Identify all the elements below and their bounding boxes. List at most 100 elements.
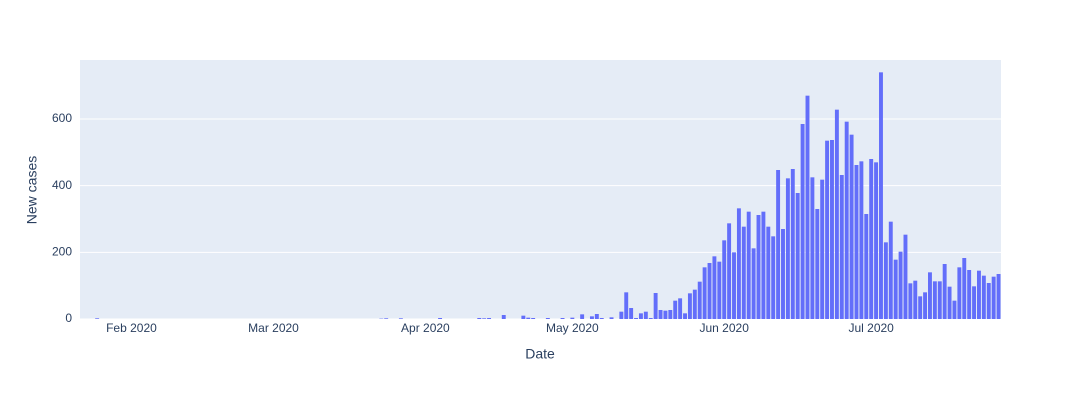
bar bbox=[937, 281, 942, 319]
bar bbox=[545, 318, 550, 319]
bar bbox=[697, 281, 702, 319]
bar bbox=[790, 169, 795, 319]
bar bbox=[589, 316, 594, 319]
bar bbox=[800, 124, 805, 319]
bar bbox=[619, 311, 624, 319]
bar bbox=[776, 170, 781, 319]
bar bbox=[810, 177, 815, 319]
bar bbox=[923, 292, 928, 319]
bar bbox=[928, 272, 932, 319]
bar bbox=[687, 293, 692, 319]
x-tick-label: May 2020 bbox=[546, 321, 599, 335]
bar bbox=[844, 121, 849, 320]
bar bbox=[638, 313, 643, 319]
bar bbox=[825, 140, 830, 319]
bar bbox=[761, 211, 766, 319]
bar bbox=[947, 286, 952, 319]
bar bbox=[707, 263, 712, 319]
bar bbox=[874, 162, 879, 319]
bar bbox=[805, 95, 810, 320]
bar bbox=[741, 226, 746, 319]
bar bbox=[996, 274, 1001, 319]
bar bbox=[678, 298, 683, 319]
bar bbox=[864, 214, 869, 319]
x-tick-label: Jul 2020 bbox=[848, 321, 894, 335]
bar bbox=[594, 314, 599, 319]
bar bbox=[438, 318, 443, 319]
bar bbox=[580, 314, 585, 319]
bar bbox=[986, 283, 991, 319]
x-axis-title: Date bbox=[525, 346, 555, 362]
labels: 0 200 400 600 Feb 2020 Mar 2020 Apr 2020 May 20… bbox=[52, 111, 894, 335]
bar bbox=[95, 318, 100, 319]
bar bbox=[766, 226, 771, 319]
bar bbox=[673, 300, 678, 319]
bar bbox=[957, 267, 962, 319]
x-tick-label: Apr 2020 bbox=[401, 321, 450, 335]
bar bbox=[629, 308, 634, 319]
y-tick-label: 600 bbox=[52, 111, 72, 125]
bar bbox=[869, 159, 874, 319]
bar bbox=[839, 175, 844, 319]
y-tick-label: 200 bbox=[52, 245, 72, 259]
bar bbox=[771, 236, 776, 319]
bar bbox=[859, 161, 864, 319]
bar bbox=[972, 286, 977, 319]
bar bbox=[879, 72, 883, 319]
bar bbox=[634, 318, 638, 319]
bar bbox=[815, 209, 820, 319]
bar bbox=[653, 293, 658, 319]
bar bbox=[712, 256, 717, 319]
bar bbox=[648, 318, 653, 319]
bar bbox=[781, 229, 785, 319]
bar bbox=[736, 208, 741, 319]
bar bbox=[702, 267, 707, 319]
bar bbox=[521, 315, 526, 319]
bar bbox=[830, 140, 834, 319]
bar bbox=[795, 193, 800, 319]
bar bbox=[751, 248, 756, 319]
y-tick-label: 400 bbox=[52, 178, 72, 192]
bar bbox=[903, 234, 908, 319]
bar bbox=[976, 270, 981, 319]
bar bbox=[717, 261, 722, 319]
bar bbox=[942, 264, 947, 319]
bar bbox=[384, 318, 389, 319]
bar bbox=[913, 280, 918, 319]
bar bbox=[727, 223, 732, 319]
bar bbox=[609, 317, 614, 319]
bar bbox=[932, 281, 937, 319]
bar bbox=[785, 178, 790, 319]
x-tick-label: Feb 2020 bbox=[106, 321, 157, 335]
bar bbox=[908, 283, 913, 319]
bar bbox=[599, 318, 604, 319]
bar bbox=[624, 292, 629, 319]
bar bbox=[883, 242, 888, 319]
bar bbox=[981, 275, 986, 319]
bar bbox=[898, 251, 903, 319]
bar bbox=[683, 313, 687, 319]
bar bbox=[526, 317, 531, 319]
bar bbox=[834, 109, 839, 320]
bar bbox=[756, 215, 761, 319]
bar bbox=[962, 258, 967, 319]
bar bbox=[746, 211, 751, 319]
bar bbox=[692, 289, 697, 319]
y-axis-title: New cases bbox=[24, 156, 40, 224]
bars bbox=[95, 72, 1001, 320]
bar bbox=[967, 270, 972, 319]
bar bbox=[643, 311, 648, 319]
bar bbox=[668, 310, 673, 319]
bar bbox=[487, 318, 492, 319]
bar bbox=[531, 318, 536, 319]
bar bbox=[952, 300, 957, 319]
bar bbox=[658, 310, 663, 319]
bar bbox=[560, 318, 565, 319]
y-tick-label: 0 bbox=[65, 311, 72, 325]
bar bbox=[732, 252, 736, 319]
bar bbox=[893, 259, 898, 319]
bar bbox=[570, 317, 575, 319]
bar bbox=[991, 276, 996, 319]
